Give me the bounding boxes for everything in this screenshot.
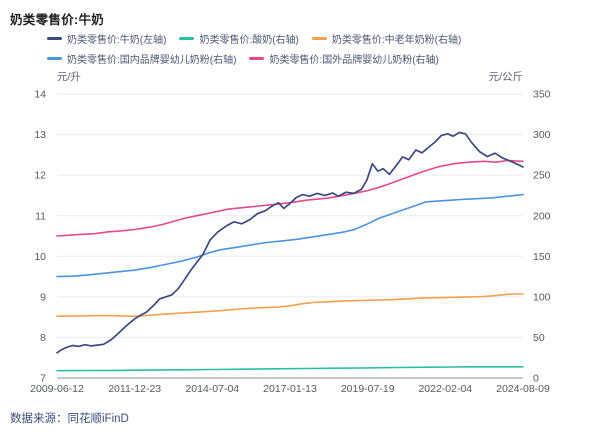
legend-dash-milk-icon: [47, 37, 62, 40]
left-axis-unit: 元/升: [57, 71, 81, 83]
series-line-2: [56, 293, 524, 318]
y-axis-left-labels: 14 13 12 11 10 9 8 7: [34, 89, 46, 385]
y-left-tick-label: 11: [35, 210, 46, 222]
y-right-tick-label: 100: [533, 292, 551, 304]
y-left-tick-label: 8: [40, 332, 46, 344]
legend-dash-senior-milk-powder-icon: [311, 37, 327, 40]
y-left-tick-label: 13: [34, 129, 46, 141]
legend-item-yogurt[interactable]: 奶类零售价:酸奶(右轴): [179, 31, 299, 46]
x-tick-label: 2022-02-04: [418, 383, 472, 395]
y-left-tick-label: 12: [34, 170, 46, 182]
legend-item-milk[interactable]: 奶类零售价:牛奶(左轴): [47, 31, 166, 46]
x-axis-labels: 2009-06-12 2011-12-23 2014-07-04 2017-01-13…: [30, 383, 550, 395]
y-right-tick-label: 350: [533, 89, 551, 101]
page-title: 奶类零售价:牛奶: [10, 13, 105, 27]
legend-label-senior-milk-powder: 奶类零售价:中老年奶粉(右轴): [331, 35, 462, 46]
y-right-tick-label: 300: [533, 129, 551, 141]
legend-item-foreign-infant-formula[interactable]: 奶类零售价:国外品牌婴幼儿奶粉(右轴): [249, 51, 439, 66]
legend-dash-domestic-infant-formula-icon: [47, 57, 62, 60]
x-tick-label: 2017-01-13: [263, 383, 317, 395]
y-left-tick-label: 14: [34, 89, 46, 101]
y-left-tick-label: 10: [34, 251, 46, 263]
y-right-tick-label: 0: [533, 373, 539, 385]
data-source-label: 数据来源：同花顺iFinD: [10, 413, 129, 425]
legend-item-domestic-infant-formula[interactable]: 奶类零售价:国内品牌婴幼儿奶粉(右轴): [47, 51, 236, 66]
legend-row-2: 奶类零售价:国内品牌婴幼儿奶粉(右轴) 奶类零售价:国外品牌婴幼儿奶粉(右轴): [47, 51, 461, 66]
legend-label-domestic-infant-formula: 奶类零售价:国内品牌婴幼儿奶粉(右轴): [67, 55, 237, 66]
x-tick-label: 2009-06-12: [30, 383, 84, 395]
legend: 奶类零售价:牛奶(左轴) 奶类零售价:酸奶(右轴) 奶类零售价:中老年奶粉(右轴…: [47, 31, 461, 71]
series-line-1: [56, 365, 524, 372]
y-right-tick-label: 50: [533, 332, 545, 344]
legend-dash-yogurt-icon: [179, 37, 195, 40]
legend-label-milk: 奶类零售价:牛奶(左轴): [67, 35, 167, 46]
x-tick-label: 2024-08-09: [496, 383, 550, 395]
series-line-3: [56, 193, 524, 278]
y-axis-right-labels: 350 300 250 200 150 100 50 0: [533, 89, 551, 385]
y-left-tick-label: 9: [40, 292, 46, 304]
x-tick-label: 2019-07-19: [341, 383, 395, 395]
legend-label-yogurt: 奶类零售价:酸奶(右轴): [199, 35, 299, 46]
legend-item-senior-milk-powder[interactable]: 奶类零售价:中老年奶粉(右轴): [311, 31, 462, 46]
right-axis-unit: 元/公斤: [488, 71, 523, 83]
plot-area[interactable]: [57, 94, 523, 378]
series-lines: [56, 131, 524, 372]
x-tick-label: 2011-12-23: [108, 383, 161, 395]
y-right-tick-label: 200: [533, 210, 551, 222]
legend-row-1: 奶类零售价:牛奶(左轴) 奶类零售价:酸奶(右轴) 奶类零售价:中老年奶粉(右轴…: [47, 31, 461, 46]
legend-dash-foreign-infant-formula-icon: [249, 57, 265, 60]
y-right-tick-label: 150: [533, 251, 551, 263]
legend-label-foreign-infant-formula: 奶类零售价:国外品牌婴幼儿奶粉(右轴): [269, 55, 439, 66]
y-left-tick-label: 7: [40, 373, 46, 385]
y-right-tick-label: 250: [533, 170, 551, 182]
series-line-0: [56, 131, 524, 354]
x-tick-label: 2014-07-04: [185, 383, 239, 395]
